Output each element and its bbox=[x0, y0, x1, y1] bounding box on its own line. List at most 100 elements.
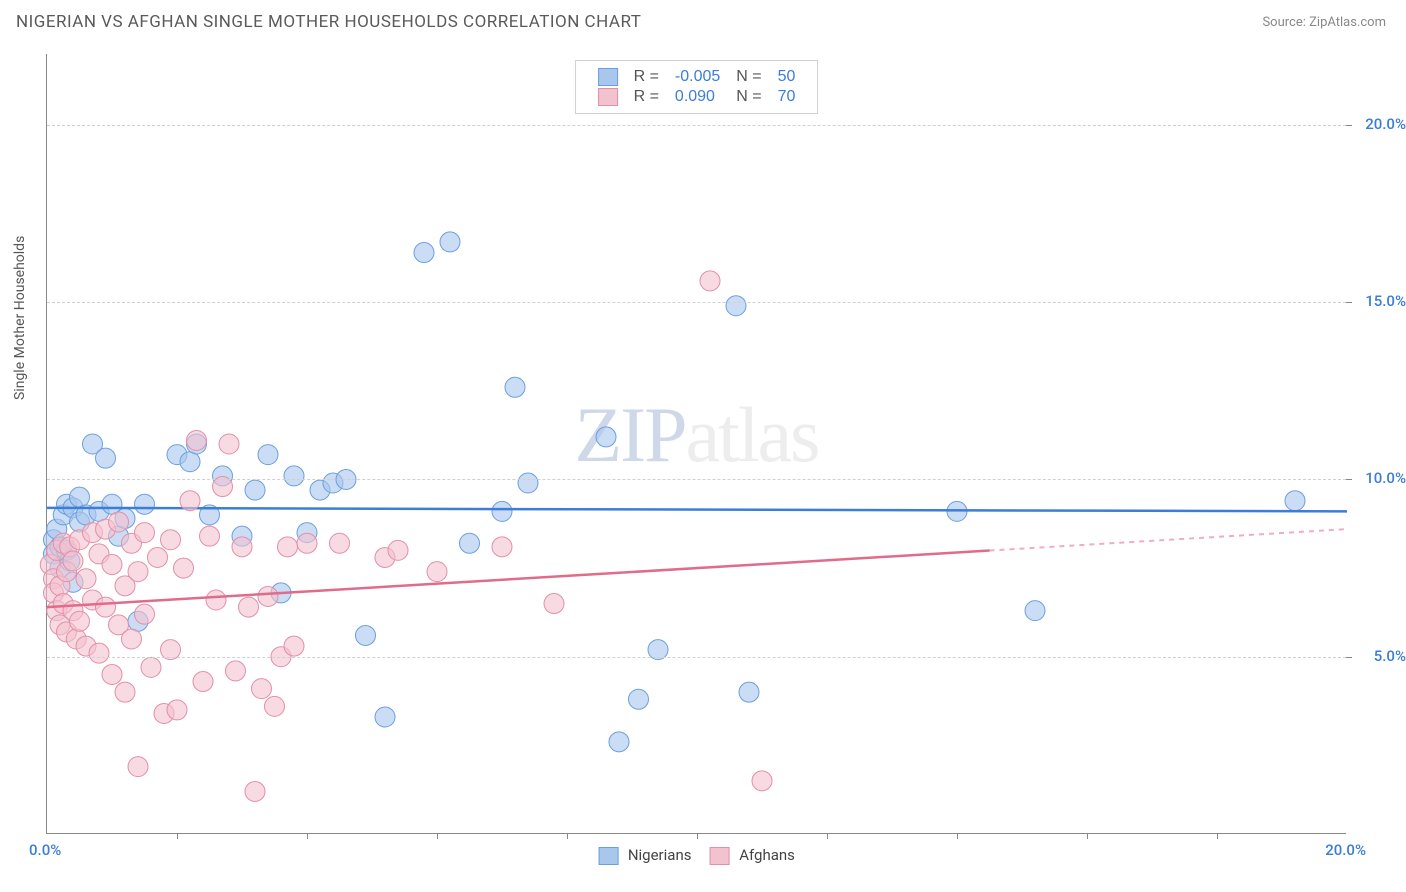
data-point bbox=[135, 523, 155, 543]
chart-plot-area: ZIPatlas R = -0.005 N = 50 R = 0.090 N =… bbox=[46, 54, 1346, 834]
data-point bbox=[180, 452, 200, 472]
x-tick bbox=[567, 833, 568, 839]
data-point bbox=[193, 672, 213, 692]
legend-row-afghans: R = 0.090 N = 70 bbox=[590, 87, 804, 107]
data-point bbox=[70, 487, 90, 507]
data-point bbox=[245, 480, 265, 500]
data-point bbox=[460, 533, 480, 553]
y-tick-label: 20.0% bbox=[1365, 115, 1406, 133]
y-tick-label: 15.0% bbox=[1365, 292, 1406, 310]
data-point bbox=[492, 537, 512, 557]
source-attribution: Source: ZipAtlas.com bbox=[1262, 15, 1386, 30]
data-point bbox=[135, 494, 155, 514]
data-point bbox=[518, 473, 538, 493]
regression-line bbox=[47, 508, 1347, 512]
data-point bbox=[70, 611, 90, 631]
data-point bbox=[252, 679, 272, 699]
data-point bbox=[544, 594, 564, 614]
data-point bbox=[180, 491, 200, 511]
legend-swatch-nigerians bbox=[598, 68, 618, 86]
data-point bbox=[414, 243, 434, 263]
data-point bbox=[148, 547, 168, 567]
data-point bbox=[284, 636, 304, 656]
x-tick bbox=[1217, 833, 1218, 839]
scatter-svg bbox=[47, 54, 1346, 833]
y-tick bbox=[1346, 479, 1352, 480]
y-axis-label: Single Mother Households bbox=[12, 236, 28, 400]
data-point bbox=[752, 771, 772, 791]
x-axis-origin-label: 0.0% bbox=[29, 841, 61, 859]
data-point bbox=[122, 629, 142, 649]
data-point bbox=[96, 448, 116, 468]
data-point bbox=[102, 555, 122, 575]
data-point bbox=[232, 537, 252, 557]
data-point bbox=[739, 682, 759, 702]
legend-item-nigerians: Nigerians bbox=[598, 846, 691, 865]
legend-correlation-box: R = -0.005 N = 50 R = 0.090 N = 70 bbox=[575, 60, 819, 114]
regression-line-dashed bbox=[990, 529, 1348, 550]
legend-r-label-1: R = bbox=[626, 87, 667, 107]
data-point bbox=[76, 569, 96, 589]
x-tick bbox=[437, 833, 438, 839]
data-point bbox=[206, 590, 226, 610]
data-point bbox=[200, 526, 220, 546]
legend-swatch-afghans bbox=[598, 88, 618, 106]
x-tick bbox=[697, 833, 698, 839]
legend-item-afghans: Afghans bbox=[709, 846, 794, 865]
data-point bbox=[388, 540, 408, 560]
source-link[interactable]: ZipAtlas.com bbox=[1309, 15, 1386, 30]
legend-n-value-0: 50 bbox=[770, 67, 804, 87]
data-point bbox=[1285, 491, 1305, 511]
legend-label-nigerians: Nigerians bbox=[628, 846, 692, 864]
data-point bbox=[239, 597, 259, 617]
data-point bbox=[278, 537, 298, 557]
data-point bbox=[629, 689, 649, 709]
data-point bbox=[174, 558, 194, 578]
data-point bbox=[440, 232, 460, 252]
x-tick bbox=[177, 833, 178, 839]
x-tick bbox=[1087, 833, 1088, 839]
legend-row-nigerians: R = -0.005 N = 50 bbox=[590, 67, 804, 87]
legend-r-value-1: 0.090 bbox=[667, 87, 728, 107]
gridline bbox=[47, 302, 1346, 303]
x-tick bbox=[957, 833, 958, 839]
legend-swatch-bottom-nigerians bbox=[598, 847, 618, 865]
legend-label-afghans: Afghans bbox=[739, 846, 795, 864]
data-point bbox=[187, 430, 207, 450]
data-point bbox=[245, 781, 265, 801]
gridline bbox=[47, 479, 1346, 480]
data-point bbox=[356, 625, 376, 645]
data-point bbox=[609, 732, 629, 752]
legend-series: Nigerians Afghans bbox=[598, 846, 795, 865]
y-tick bbox=[1346, 657, 1352, 658]
source-label: Source: bbox=[1262, 15, 1305, 30]
data-point bbox=[167, 700, 187, 720]
data-point bbox=[109, 512, 129, 532]
data-point bbox=[96, 597, 116, 617]
chart-title: NIGERIAN VS AFGHAN SINGLE MOTHER HOUSEHO… bbox=[16, 12, 641, 32]
data-point bbox=[596, 427, 616, 447]
legend-n-value-1: 70 bbox=[770, 87, 804, 107]
legend-table: R = -0.005 N = 50 R = 0.090 N = 70 bbox=[590, 67, 804, 107]
data-point bbox=[115, 682, 135, 702]
data-point bbox=[330, 533, 350, 553]
legend-n-label-0: N = bbox=[728, 67, 769, 87]
y-tick bbox=[1346, 125, 1352, 126]
legend-n-label-1: N = bbox=[728, 87, 769, 107]
y-tick-label: 10.0% bbox=[1365, 469, 1406, 487]
gridline bbox=[47, 657, 1346, 658]
data-point bbox=[135, 604, 155, 624]
data-point bbox=[102, 664, 122, 684]
data-point bbox=[375, 707, 395, 727]
data-point bbox=[265, 696, 285, 716]
data-point bbox=[492, 501, 512, 521]
data-point bbox=[258, 586, 278, 606]
y-tick bbox=[1346, 302, 1352, 303]
data-point bbox=[297, 533, 317, 553]
data-point bbox=[141, 657, 161, 677]
legend-r-value-0: -0.005 bbox=[667, 67, 728, 87]
x-axis-max-label: 20.0% bbox=[1325, 841, 1366, 859]
legend-r-label-0: R = bbox=[626, 67, 667, 87]
data-point bbox=[128, 757, 148, 777]
y-tick-label: 5.0% bbox=[1374, 647, 1406, 665]
